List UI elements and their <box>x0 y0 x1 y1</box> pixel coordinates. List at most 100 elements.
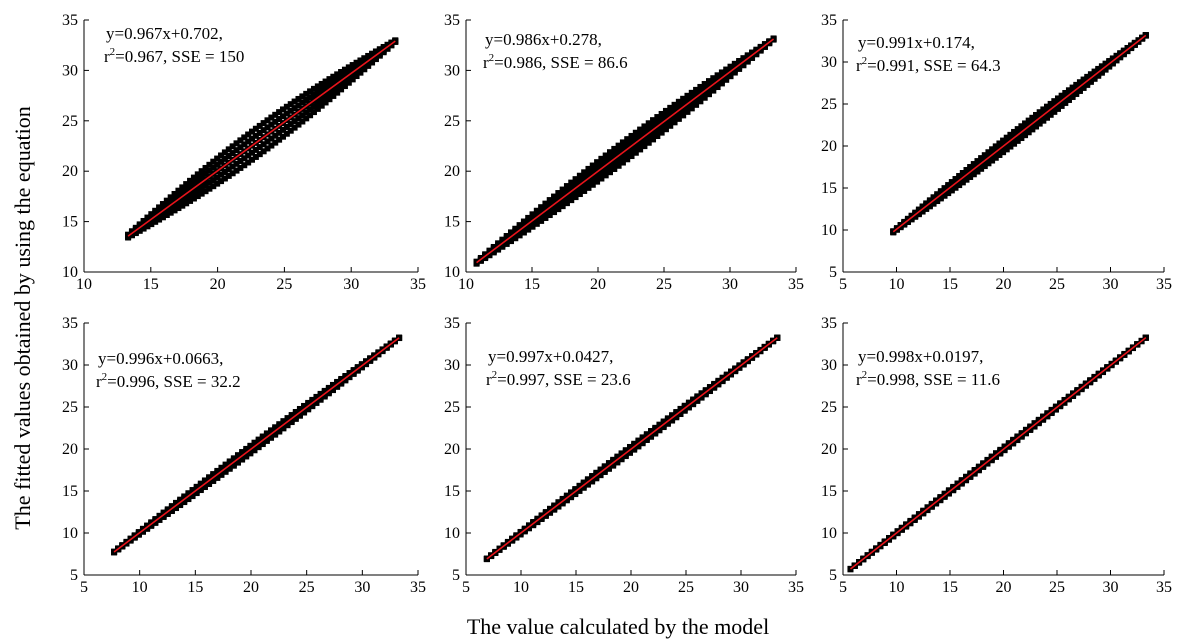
data-point <box>214 161 221 168</box>
data-point <box>568 183 575 190</box>
data-point <box>1036 109 1043 116</box>
data-point <box>619 139 626 146</box>
data-point <box>915 511 922 518</box>
y-tick-label: 10 <box>444 264 460 281</box>
x-tick-label: 10 <box>132 579 148 596</box>
y-tick-label: 15 <box>62 483 78 500</box>
data-point <box>214 155 221 162</box>
data-point <box>996 140 1003 147</box>
data-point <box>198 173 205 180</box>
data-point <box>296 405 303 412</box>
data-point <box>175 200 182 207</box>
data-point <box>589 167 596 174</box>
data-point <box>611 160 618 167</box>
data-point <box>279 126 286 133</box>
y-tick-label: 30 <box>62 62 78 79</box>
data-point <box>353 73 360 80</box>
data-point <box>1025 117 1032 124</box>
data-point <box>551 502 558 509</box>
data-point <box>310 103 317 110</box>
data-point <box>152 207 159 214</box>
data-point <box>926 197 933 204</box>
data-point <box>372 48 379 55</box>
data-point <box>650 121 657 128</box>
y-axis-title: The fitted values obtained by using the … <box>10 106 35 529</box>
panel-4: 5 10 15 20 25 30 35 5 10 15 20 25 30 35 y=0.996x+0.066… <box>62 315 426 596</box>
data-point <box>660 418 667 425</box>
data-point <box>568 179 575 186</box>
data-point <box>898 524 905 531</box>
data-point <box>568 489 575 496</box>
data-point <box>341 83 348 90</box>
data-point <box>645 120 652 127</box>
data-point <box>177 496 184 503</box>
fit-stats: r2=0.967, SSE = 150 <box>104 46 244 66</box>
data-point <box>144 214 151 221</box>
data-point <box>956 173 963 180</box>
x-tick-label: 15 <box>143 276 159 293</box>
data-point <box>167 198 174 205</box>
data-point <box>284 415 291 422</box>
data-point <box>641 138 648 145</box>
data-point <box>264 145 271 152</box>
data-point <box>1061 396 1068 403</box>
data-point <box>334 71 341 78</box>
data-point <box>1057 400 1064 407</box>
data-point <box>719 374 726 381</box>
data-point <box>930 194 937 201</box>
data-point <box>624 141 631 148</box>
data-point <box>291 105 298 112</box>
data-point <box>934 191 941 198</box>
data-point <box>185 490 192 497</box>
data-point <box>606 149 613 156</box>
data-point <box>263 430 270 437</box>
data-point <box>602 167 609 174</box>
data-point <box>731 60 738 67</box>
x-tick-label: 5 <box>839 276 847 293</box>
data-point <box>1065 87 1072 94</box>
data-point <box>667 104 674 111</box>
data-point <box>546 200 553 207</box>
x-tick-label: 10 <box>889 579 905 596</box>
data-point <box>221 155 228 162</box>
data-point <box>1142 334 1149 341</box>
data-point <box>602 157 609 164</box>
x-tick-label: 25 <box>299 579 315 596</box>
data-point <box>967 164 974 171</box>
data-point <box>667 122 674 129</box>
data-point <box>179 198 186 205</box>
data-point <box>268 427 275 434</box>
data-point <box>650 117 657 124</box>
data-point <box>534 515 541 522</box>
data-point <box>279 133 286 140</box>
data-point <box>563 492 570 499</box>
data-point <box>581 169 588 176</box>
data-point <box>1018 123 1025 130</box>
data-point <box>694 393 701 400</box>
data-point <box>635 437 642 444</box>
data-point <box>645 125 652 132</box>
data-point <box>159 204 166 211</box>
data-point <box>585 180 592 187</box>
data-point <box>615 157 622 164</box>
data-point <box>517 528 524 535</box>
data-point <box>671 101 678 108</box>
data-point <box>559 198 566 205</box>
data-point <box>1048 406 1055 413</box>
data-point <box>256 129 263 136</box>
y-tick-label: 35 <box>62 315 78 332</box>
data-point <box>602 152 609 159</box>
data-point <box>291 98 298 105</box>
data-point <box>705 87 712 94</box>
data-point <box>249 135 256 142</box>
x-axis-title: The value calculated by the model <box>467 614 769 639</box>
data-point <box>572 180 579 187</box>
data-point <box>606 164 613 171</box>
data-point <box>1109 55 1116 62</box>
data-point <box>1018 430 1025 437</box>
data-point <box>650 136 657 143</box>
data-point <box>164 506 171 513</box>
data-point <box>380 43 387 50</box>
x-tick-label: 10 <box>76 276 92 293</box>
data-point <box>268 135 275 142</box>
